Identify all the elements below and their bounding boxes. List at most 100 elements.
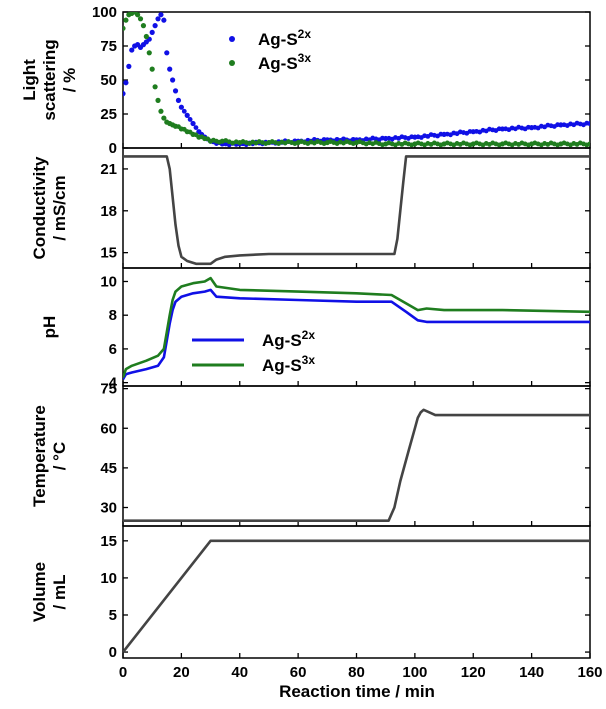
legend-label: Ag-S2x xyxy=(262,328,315,350)
series-1-point xyxy=(172,88,179,94)
series-1-marker xyxy=(525,124,531,130)
series-2-marker xyxy=(263,141,269,146)
plot-area xyxy=(123,155,590,266)
series-1-point xyxy=(129,47,135,53)
y-tick-label: 15 xyxy=(100,533,117,550)
y-tick-label: 18 xyxy=(100,203,117,220)
y-tick-label: 21 xyxy=(100,161,117,178)
series-1-marker xyxy=(380,135,385,141)
legend-label: Ag-S3x xyxy=(258,51,311,73)
series-1-line xyxy=(123,155,590,266)
y-tick-label: 15 xyxy=(100,245,117,262)
series-2-point xyxy=(123,17,129,23)
y-tick-label: 100 xyxy=(92,4,117,21)
series-1-marker xyxy=(321,137,327,142)
series-2-marker xyxy=(321,141,327,146)
x-tick-label: 100 xyxy=(402,664,427,681)
panel-4: 30 45 60 75 Temperature / °C xyxy=(30,381,591,527)
x-tick-label: 140 xyxy=(519,664,544,681)
y-tick-label: 10 xyxy=(100,273,117,290)
y-tick-label: 25 xyxy=(100,106,117,123)
series-2-marker xyxy=(216,139,222,145)
x-tick-label: 160 xyxy=(577,664,602,681)
series-2-marker xyxy=(409,142,415,148)
panel-frame xyxy=(122,267,591,387)
y-tick-label: 45 xyxy=(100,460,117,477)
series-1-line xyxy=(123,288,590,380)
series-2-point xyxy=(158,108,164,114)
series-1-marker xyxy=(496,126,502,132)
plot-area xyxy=(123,408,590,522)
series-2-marker xyxy=(555,142,560,148)
x-axis: 0 20 40 60 80 100 120 140 160 xyxy=(119,664,603,681)
panel-frame xyxy=(122,525,591,659)
series-2-marker xyxy=(187,129,193,135)
series-2-marker xyxy=(181,126,187,132)
series-2-marker xyxy=(525,142,531,148)
series-2-point xyxy=(143,33,149,40)
series-1-point xyxy=(126,63,132,69)
series-2-marker xyxy=(350,141,356,146)
y-tick-label: 30 xyxy=(100,500,117,517)
series-1-marker xyxy=(409,134,415,140)
legend-marker xyxy=(229,60,235,66)
plot-area xyxy=(123,276,590,380)
x-tick-label: 20 xyxy=(173,664,190,681)
x-tick-label: 80 xyxy=(348,664,365,681)
y-tick-label: 6 xyxy=(109,341,117,358)
series-1-point xyxy=(123,91,126,97)
x-tick-label: 40 xyxy=(231,664,248,681)
series-1-point xyxy=(158,12,164,18)
y-tick-label: 8 xyxy=(109,307,117,324)
series-1-line xyxy=(123,539,590,653)
series-2-marker xyxy=(176,124,181,129)
series-2-point xyxy=(123,25,126,31)
y-tick-label: 0 xyxy=(109,140,117,157)
legend-marker xyxy=(229,36,235,42)
series-2-point xyxy=(140,23,147,29)
legend-label: Ag-S3x xyxy=(262,353,315,375)
series-1-marker xyxy=(555,122,560,128)
series-2-marker xyxy=(193,132,199,138)
series-2-point xyxy=(149,66,155,72)
panel-5: 0 5 10 15 Volume / mL xyxy=(30,525,591,661)
series-2-marker xyxy=(292,141,298,146)
y-tick-label: 60 xyxy=(100,420,117,437)
series-2-marker xyxy=(496,142,502,148)
y-tick-label: 0 xyxy=(109,644,117,661)
y-axis-label-line: Temperature xyxy=(30,405,49,507)
series-1-point xyxy=(164,50,170,56)
series-1-point xyxy=(184,112,190,118)
y-tick-label: 5 xyxy=(109,607,117,624)
series-2-marker xyxy=(205,136,211,142)
y-axis-label-line: Light xyxy=(20,59,39,101)
series-1-point xyxy=(155,16,161,22)
series-2-marker xyxy=(380,142,385,148)
series-2-point xyxy=(146,50,152,56)
legend-label: Ag-S2x xyxy=(258,27,311,49)
series-1-point xyxy=(178,104,184,110)
series-1-point xyxy=(170,77,176,83)
series-1-point xyxy=(190,120,196,127)
x-tick-label: 60 xyxy=(290,664,307,681)
x-axis-label: Reaction time / min xyxy=(279,682,435,701)
series-1-marker xyxy=(584,120,590,126)
y-axis-label-line: / mS/cm xyxy=(50,175,69,240)
plot-area xyxy=(123,539,590,653)
y-tick-label: 75 xyxy=(100,381,117,398)
y-axis-label-line: / % xyxy=(60,68,79,93)
series-2-point xyxy=(152,84,158,90)
y-tick-label: 4 xyxy=(109,375,118,392)
series-2-marker xyxy=(199,134,205,140)
series-1-point xyxy=(167,66,173,72)
series-1-marker xyxy=(438,131,444,137)
x-tick-label: 0 xyxy=(119,664,127,681)
plot-area xyxy=(123,12,590,148)
y-tick-label: 50 xyxy=(100,72,117,89)
series-2-point xyxy=(137,16,144,22)
series-1-marker xyxy=(467,129,473,134)
